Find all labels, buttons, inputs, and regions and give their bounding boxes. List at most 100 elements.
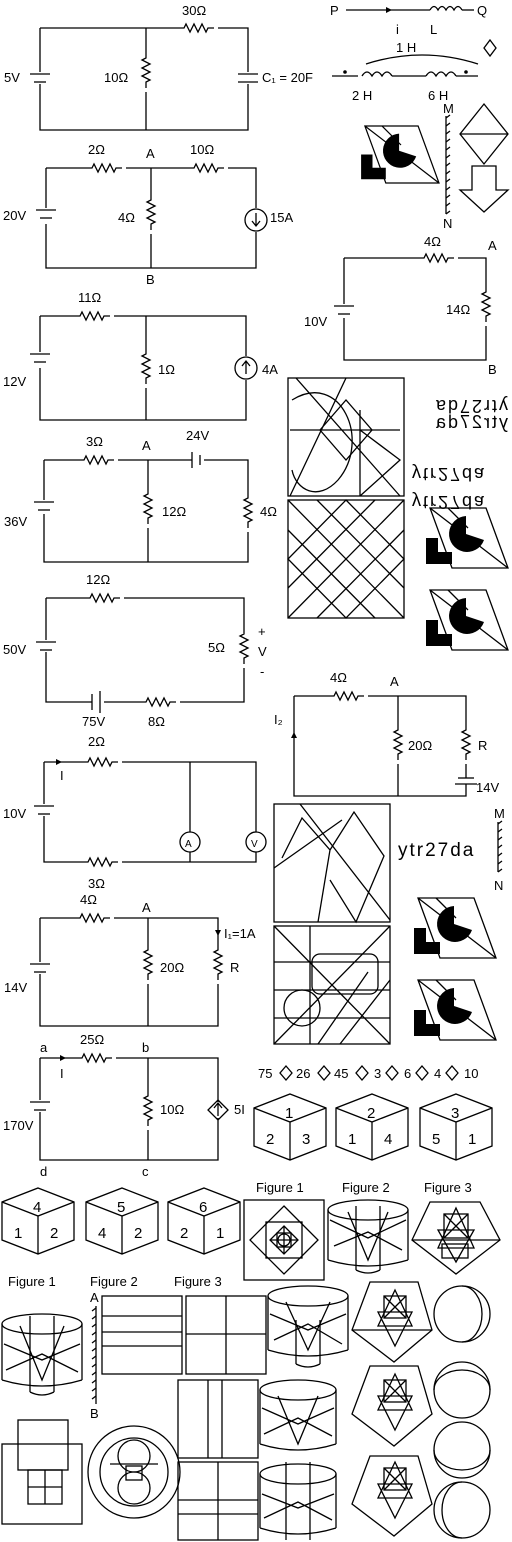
- cube-2-left: 1: [348, 1131, 356, 1148]
- c7-r2: 20Ω: [160, 960, 184, 975]
- seq-3: 3: [374, 1066, 381, 1081]
- option-rects-1: [101, 1295, 267, 1375]
- c4-r3: 4Ω: [260, 504, 277, 519]
- cr-a: A: [488, 238, 497, 253]
- cube-1-top: 1: [285, 1105, 293, 1122]
- kite-2: [425, 589, 509, 651]
- cr2-r3: R: [478, 738, 487, 753]
- option-cylinder-3: [259, 1462, 337, 1540]
- cube-5-top: 5: [117, 1199, 125, 1216]
- option-circle-2: [433, 1361, 491, 1419]
- c7-r3: R: [230, 960, 239, 975]
- c2-a: A: [146, 146, 155, 161]
- cr2-i: I₂: [274, 712, 283, 727]
- number-sequence: 75 26 45 3 6 4 10: [258, 1065, 478, 1081]
- c5-r2: 5Ω: [208, 640, 225, 655]
- c3-v: 12V: [3, 374, 26, 389]
- figure-2-cylinder: [327, 1199, 409, 1274]
- c6-v: 10V: [3, 806, 26, 821]
- mirror-n: N: [443, 216, 452, 231]
- c7-i: I₁=1A: [224, 926, 256, 941]
- cube-3-top: 3: [451, 1105, 459, 1122]
- option-cylinder-2: [259, 1379, 337, 1451]
- mirror-n2: N: [494, 878, 503, 893]
- cube-3: 3 5 1: [419, 1093, 493, 1161]
- c4-v2: 24V: [186, 428, 209, 443]
- c5-v: 50V: [3, 642, 26, 657]
- c5-r1: 12Ω: [86, 572, 110, 587]
- circuit-r2: 4Ω A I₂ 20Ω R 14V: [274, 670, 499, 797]
- c6-r1: 2Ω: [88, 734, 105, 749]
- mirror-m2: M: [494, 806, 505, 821]
- figure-1-nested-squares: [243, 1199, 325, 1281]
- inductor-pair: P Q i L 1 H 2 H 6 H: [330, 3, 497, 103]
- cr-b: B: [488, 362, 497, 377]
- cube-2: 2 1 4: [335, 1093, 409, 1161]
- c6-r2: 3Ω: [88, 876, 105, 891]
- cube-5-right: 2: [134, 1225, 142, 1242]
- cube-4-right: 2: [50, 1225, 58, 1242]
- c2-v: 20V: [3, 208, 26, 223]
- c8-v: 170V: [3, 1118, 34, 1133]
- c8-dep: 5I: [234, 1102, 245, 1117]
- figure-3-pentagon: [411, 1201, 501, 1275]
- ind-q: Q: [477, 3, 487, 18]
- c2-b: B: [146, 272, 155, 287]
- word-2: ytr27da: [434, 412, 508, 432]
- c8-c: c: [142, 1164, 149, 1179]
- c8-r2: 10Ω: [160, 1102, 184, 1117]
- c8-i: I: [60, 1066, 64, 1081]
- figure-cylinder-left: [1, 1313, 83, 1396]
- mirror-ab: A B: [90, 1290, 99, 1421]
- cr2-r2: 20Ω: [408, 738, 432, 753]
- c5-v2: 75V: [82, 714, 105, 729]
- ind-p: P: [330, 3, 339, 18]
- c6-am: A: [185, 839, 192, 850]
- cube-1-left: 2: [266, 1131, 274, 1148]
- c1-r2: 10Ω: [104, 70, 128, 85]
- circuit-2: 2Ω A 10Ω 20V 4Ω 15A B: [3, 142, 293, 287]
- seq-1: 26: [296, 1066, 310, 1081]
- option-circle-1: [433, 1285, 491, 1343]
- mirror-b: B: [90, 1406, 99, 1421]
- option-pentagon-2: [351, 1365, 433, 1447]
- circuit-1: 30Ω 10Ω 5V C₁ = 20F: [4, 3, 313, 131]
- c1-r1: 30Ω: [182, 3, 206, 18]
- c3-r1: 11Ω: [78, 290, 101, 305]
- option-cylinder-1: [267, 1285, 349, 1368]
- option-circle-3: [433, 1421, 491, 1479]
- fig-label-g3: Figure 3: [174, 1274, 222, 1289]
- figure-box-3: ytr27da M N: [273, 803, 505, 924]
- c6-vm: V: [251, 839, 258, 850]
- c3-r2: 1Ω: [158, 362, 175, 377]
- c7-r1: 4Ω: [80, 892, 97, 907]
- ind-l2: 6 H: [428, 88, 448, 103]
- cr2-a: A: [390, 674, 399, 689]
- cube-4-left: 1: [14, 1225, 22, 1242]
- c8-d: d: [40, 1164, 47, 1179]
- cube-3-left: 5: [432, 1131, 440, 1148]
- cube-3-right: 1: [468, 1131, 476, 1148]
- seq-2: 45: [334, 1066, 348, 1081]
- cube-6-top: 6: [199, 1199, 207, 1216]
- circuit-8: a 25Ω b I 170V 10Ω 5I d c: [3, 1032, 245, 1179]
- cr-r1: 4Ω: [424, 234, 441, 249]
- c7-a: A: [142, 900, 151, 915]
- ind-m: 1 H: [396, 40, 416, 55]
- option-rects-2: [177, 1379, 259, 1541]
- kite-3: [413, 897, 497, 959]
- circuit-3: 11Ω 1Ω 12V 4A: [3, 290, 278, 421]
- c2-i: 15A: [270, 210, 293, 225]
- c4-r1: 3Ω: [86, 434, 103, 449]
- seq-0: 75: [258, 1066, 272, 1081]
- c5-plus: +: [258, 624, 266, 639]
- cube-6-left: 2: [180, 1225, 188, 1242]
- seq-6: 10: [464, 1066, 478, 1081]
- seq-4: 6: [404, 1066, 411, 1081]
- cube-1-right: 3: [302, 1131, 310, 1148]
- word-5: ytr27da: [398, 840, 475, 861]
- circuit-r: 4Ω A 10V 14Ω B: [304, 234, 497, 377]
- kite-question-1: M N: [360, 101, 510, 231]
- cube-4: 4 1 2: [1, 1187, 75, 1255]
- cube-5: 5 4 2: [85, 1187, 159, 1255]
